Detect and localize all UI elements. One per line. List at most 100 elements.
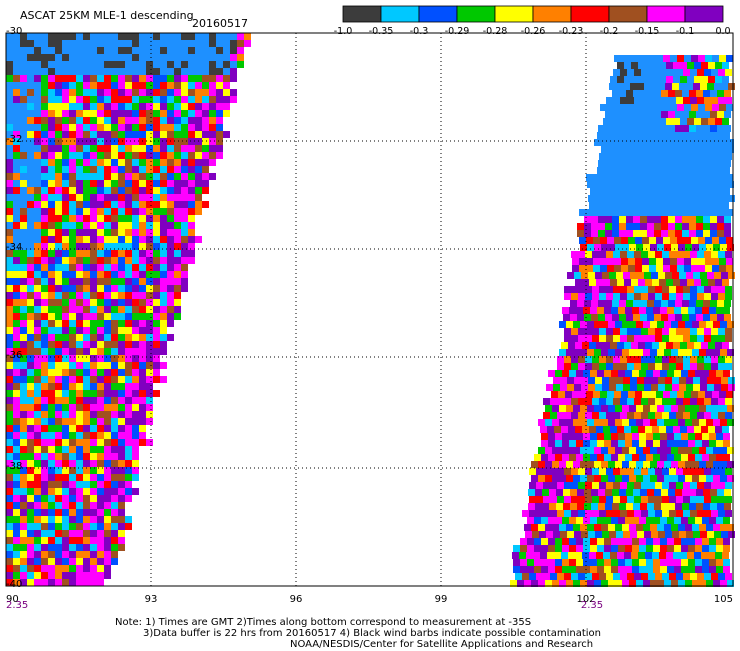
swath-cell bbox=[654, 300, 661, 307]
swath-cell bbox=[13, 495, 20, 502]
swath-cell bbox=[118, 509, 125, 516]
swath-cell bbox=[713, 475, 720, 482]
swath-cell bbox=[97, 481, 104, 488]
swath-cell bbox=[48, 215, 55, 222]
swath-cell bbox=[668, 300, 675, 307]
swath-cell bbox=[104, 418, 111, 425]
swath-cell bbox=[76, 145, 83, 152]
swath-cell bbox=[651, 83, 658, 90]
swath-cell bbox=[587, 405, 594, 412]
swath-cell bbox=[598, 503, 605, 510]
swath-cell bbox=[600, 104, 607, 111]
swath-cell bbox=[598, 216, 605, 223]
swath-cell bbox=[581, 272, 588, 279]
swath-cell bbox=[710, 489, 717, 496]
swath-cell bbox=[577, 230, 584, 237]
swath-cell bbox=[202, 201, 209, 208]
swath-cell bbox=[686, 384, 693, 391]
swath-cell bbox=[639, 370, 646, 377]
swath-cell bbox=[6, 236, 13, 243]
swath-cell bbox=[604, 454, 611, 461]
swath-cell bbox=[62, 229, 69, 236]
swath-cell bbox=[174, 110, 181, 117]
swath-cell bbox=[104, 404, 111, 411]
swath-cell bbox=[13, 201, 20, 208]
swath-cell bbox=[576, 538, 583, 545]
swath-cell bbox=[83, 383, 90, 390]
swath-cell bbox=[590, 517, 597, 524]
swath-cell bbox=[13, 453, 20, 460]
swath-cell bbox=[676, 510, 683, 517]
swath-cell bbox=[624, 118, 631, 125]
swath-cell bbox=[702, 545, 709, 552]
swath-cell bbox=[139, 229, 146, 236]
swath-cell bbox=[20, 285, 27, 292]
swath-cell bbox=[48, 397, 55, 404]
swath-cell bbox=[611, 132, 618, 139]
swath-cell bbox=[55, 376, 62, 383]
swath-cell bbox=[724, 503, 731, 510]
swath-cell bbox=[181, 47, 188, 54]
swath-cell bbox=[693, 83, 700, 90]
swath-cell bbox=[188, 180, 195, 187]
swath-cell bbox=[716, 559, 723, 566]
swath-cell bbox=[703, 160, 710, 167]
swath-cell bbox=[580, 405, 587, 412]
swath-cell bbox=[562, 440, 569, 447]
swath-cell bbox=[682, 300, 689, 307]
swath-cell bbox=[62, 530, 69, 537]
swath-cell bbox=[167, 271, 174, 278]
swath-cell bbox=[684, 237, 691, 244]
swath-cell bbox=[641, 69, 648, 76]
swath-cell bbox=[167, 40, 174, 47]
swath-cell bbox=[723, 132, 730, 139]
swath-cell bbox=[34, 264, 41, 271]
swath-cell bbox=[104, 82, 111, 89]
swath-cell bbox=[688, 167, 695, 174]
swath-cell bbox=[667, 167, 674, 174]
swath-cell bbox=[694, 552, 701, 559]
swath-cell bbox=[600, 258, 607, 265]
swath-cell bbox=[146, 299, 153, 306]
swath-cell bbox=[605, 230, 612, 237]
swath-cell bbox=[76, 229, 83, 236]
swath-cell bbox=[637, 531, 644, 538]
swath-cell bbox=[625, 188, 632, 195]
swath-cell bbox=[83, 439, 90, 446]
swath-cell bbox=[90, 292, 97, 299]
swath-cell bbox=[69, 523, 76, 530]
swath-cell bbox=[104, 572, 111, 579]
swath-cell bbox=[700, 195, 707, 202]
swath-cell bbox=[118, 481, 125, 488]
swath-cell bbox=[139, 292, 146, 299]
swath-cell bbox=[202, 124, 209, 131]
swath-cell bbox=[27, 89, 34, 96]
swath-cell bbox=[139, 180, 146, 187]
swath-cell bbox=[97, 180, 104, 187]
swath-cell bbox=[646, 433, 653, 440]
swath-cell bbox=[111, 117, 118, 124]
swath-cell bbox=[724, 314, 731, 321]
swath-cell bbox=[90, 579, 97, 586]
swath-cell bbox=[655, 153, 662, 160]
swath-cell bbox=[538, 419, 545, 426]
swath-cell bbox=[719, 104, 726, 111]
swath-cell bbox=[146, 313, 153, 320]
swath-cell bbox=[209, 131, 216, 138]
swath-cell bbox=[534, 454, 541, 461]
swath-cell bbox=[41, 180, 48, 187]
swath-cell bbox=[634, 356, 641, 363]
swath-cell bbox=[146, 173, 153, 180]
swath-cell bbox=[83, 334, 90, 341]
swath-cell bbox=[585, 482, 592, 489]
swath-cell bbox=[662, 496, 669, 503]
swath-cell bbox=[125, 341, 132, 348]
swath-cell bbox=[160, 166, 167, 173]
swath-cell bbox=[118, 404, 125, 411]
swath-cell bbox=[603, 279, 610, 286]
swath-cell bbox=[111, 166, 118, 173]
swath-cell bbox=[20, 278, 27, 285]
swath-cell bbox=[636, 321, 643, 328]
swath-cell bbox=[118, 47, 125, 54]
swath-cell bbox=[690, 496, 697, 503]
